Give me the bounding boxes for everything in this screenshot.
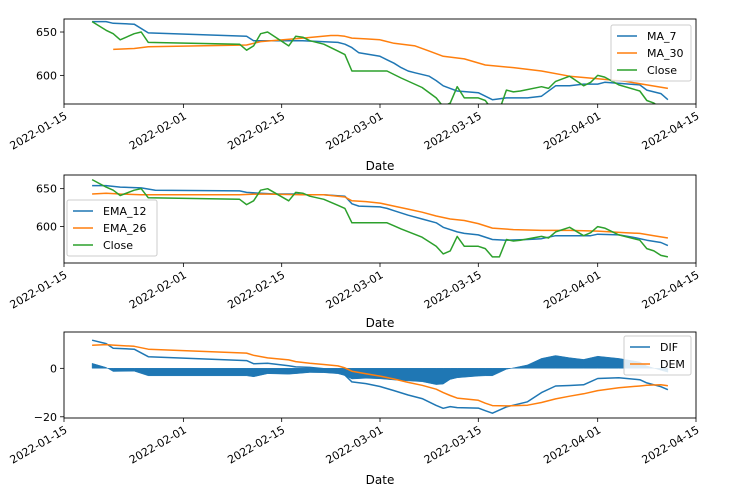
panel-ma-series-close bbox=[91, 20, 657, 104]
panel-ma-legend: MA_7 MA_30 Close bbox=[610, 24, 692, 82]
panel-ema-plot-area bbox=[91, 178, 669, 258]
panel-macd-y-ticks: −20 0 bbox=[34, 362, 64, 424]
panel-ma-legend-box bbox=[610, 24, 692, 82]
panel-macd-y-tick-label-0: 0 bbox=[50, 362, 57, 375]
panel-ma-y-ticks: 600 650 bbox=[36, 26, 64, 82]
panel-ema-y-tick-label-600: 600 bbox=[36, 221, 57, 234]
panel-ema-series-ema-12 bbox=[92, 184, 669, 247]
panel-ema-series-ema-26 bbox=[92, 192, 669, 239]
panel-macd-legend-label-dif: DIF bbox=[660, 341, 678, 354]
panel-macd-legend-label-dem: DEM bbox=[660, 358, 685, 371]
panel-ma-legend-label-close: Close bbox=[647, 64, 677, 77]
panel-ema-legend-box bbox=[66, 199, 158, 257]
panel-ema-y-tick-label-650: 650 bbox=[36, 183, 57, 196]
panel-ma-legend-label-ma7: MA_7 bbox=[647, 30, 677, 43]
panel-ma-plot-area bbox=[91, 20, 669, 104]
panel-ema-legend: EMA_12 EMA_26 Close bbox=[66, 199, 158, 257]
panel-ema-x-axis-title: Date bbox=[366, 316, 395, 330]
panel-macd-series-dem bbox=[92, 343, 669, 407]
panel-macd-legend-box bbox=[623, 335, 692, 376]
panel-ma-y-tick-label-600: 600 bbox=[36, 69, 57, 82]
panel-ema-y-ticks: 600 650 bbox=[36, 183, 64, 234]
panel-macd-series-dif bbox=[91, 339, 669, 414]
panel-ma-x-axis-title: Date bbox=[366, 159, 395, 173]
panel-macd-x-axis-title: Date bbox=[366, 473, 395, 487]
panel-macd-legend: DIF DEM bbox=[623, 335, 692, 376]
panel-ma-series-ma-7 bbox=[92, 20, 669, 101]
panel-ema-legend-label-close: Close bbox=[103, 239, 133, 252]
panel-ema-legend-label-ema12: EMA_12 bbox=[103, 205, 146, 218]
panel-ema-series-close bbox=[91, 178, 669, 258]
panel-ma-y-tick-label-650: 650 bbox=[36, 26, 57, 39]
panel-ma-legend-label-ma30: MA_30 bbox=[647, 47, 684, 60]
panel-ema-legend-label-ema26: EMA_26 bbox=[103, 222, 146, 235]
panel-macd-y-tick-label--20: −20 bbox=[34, 411, 57, 424]
